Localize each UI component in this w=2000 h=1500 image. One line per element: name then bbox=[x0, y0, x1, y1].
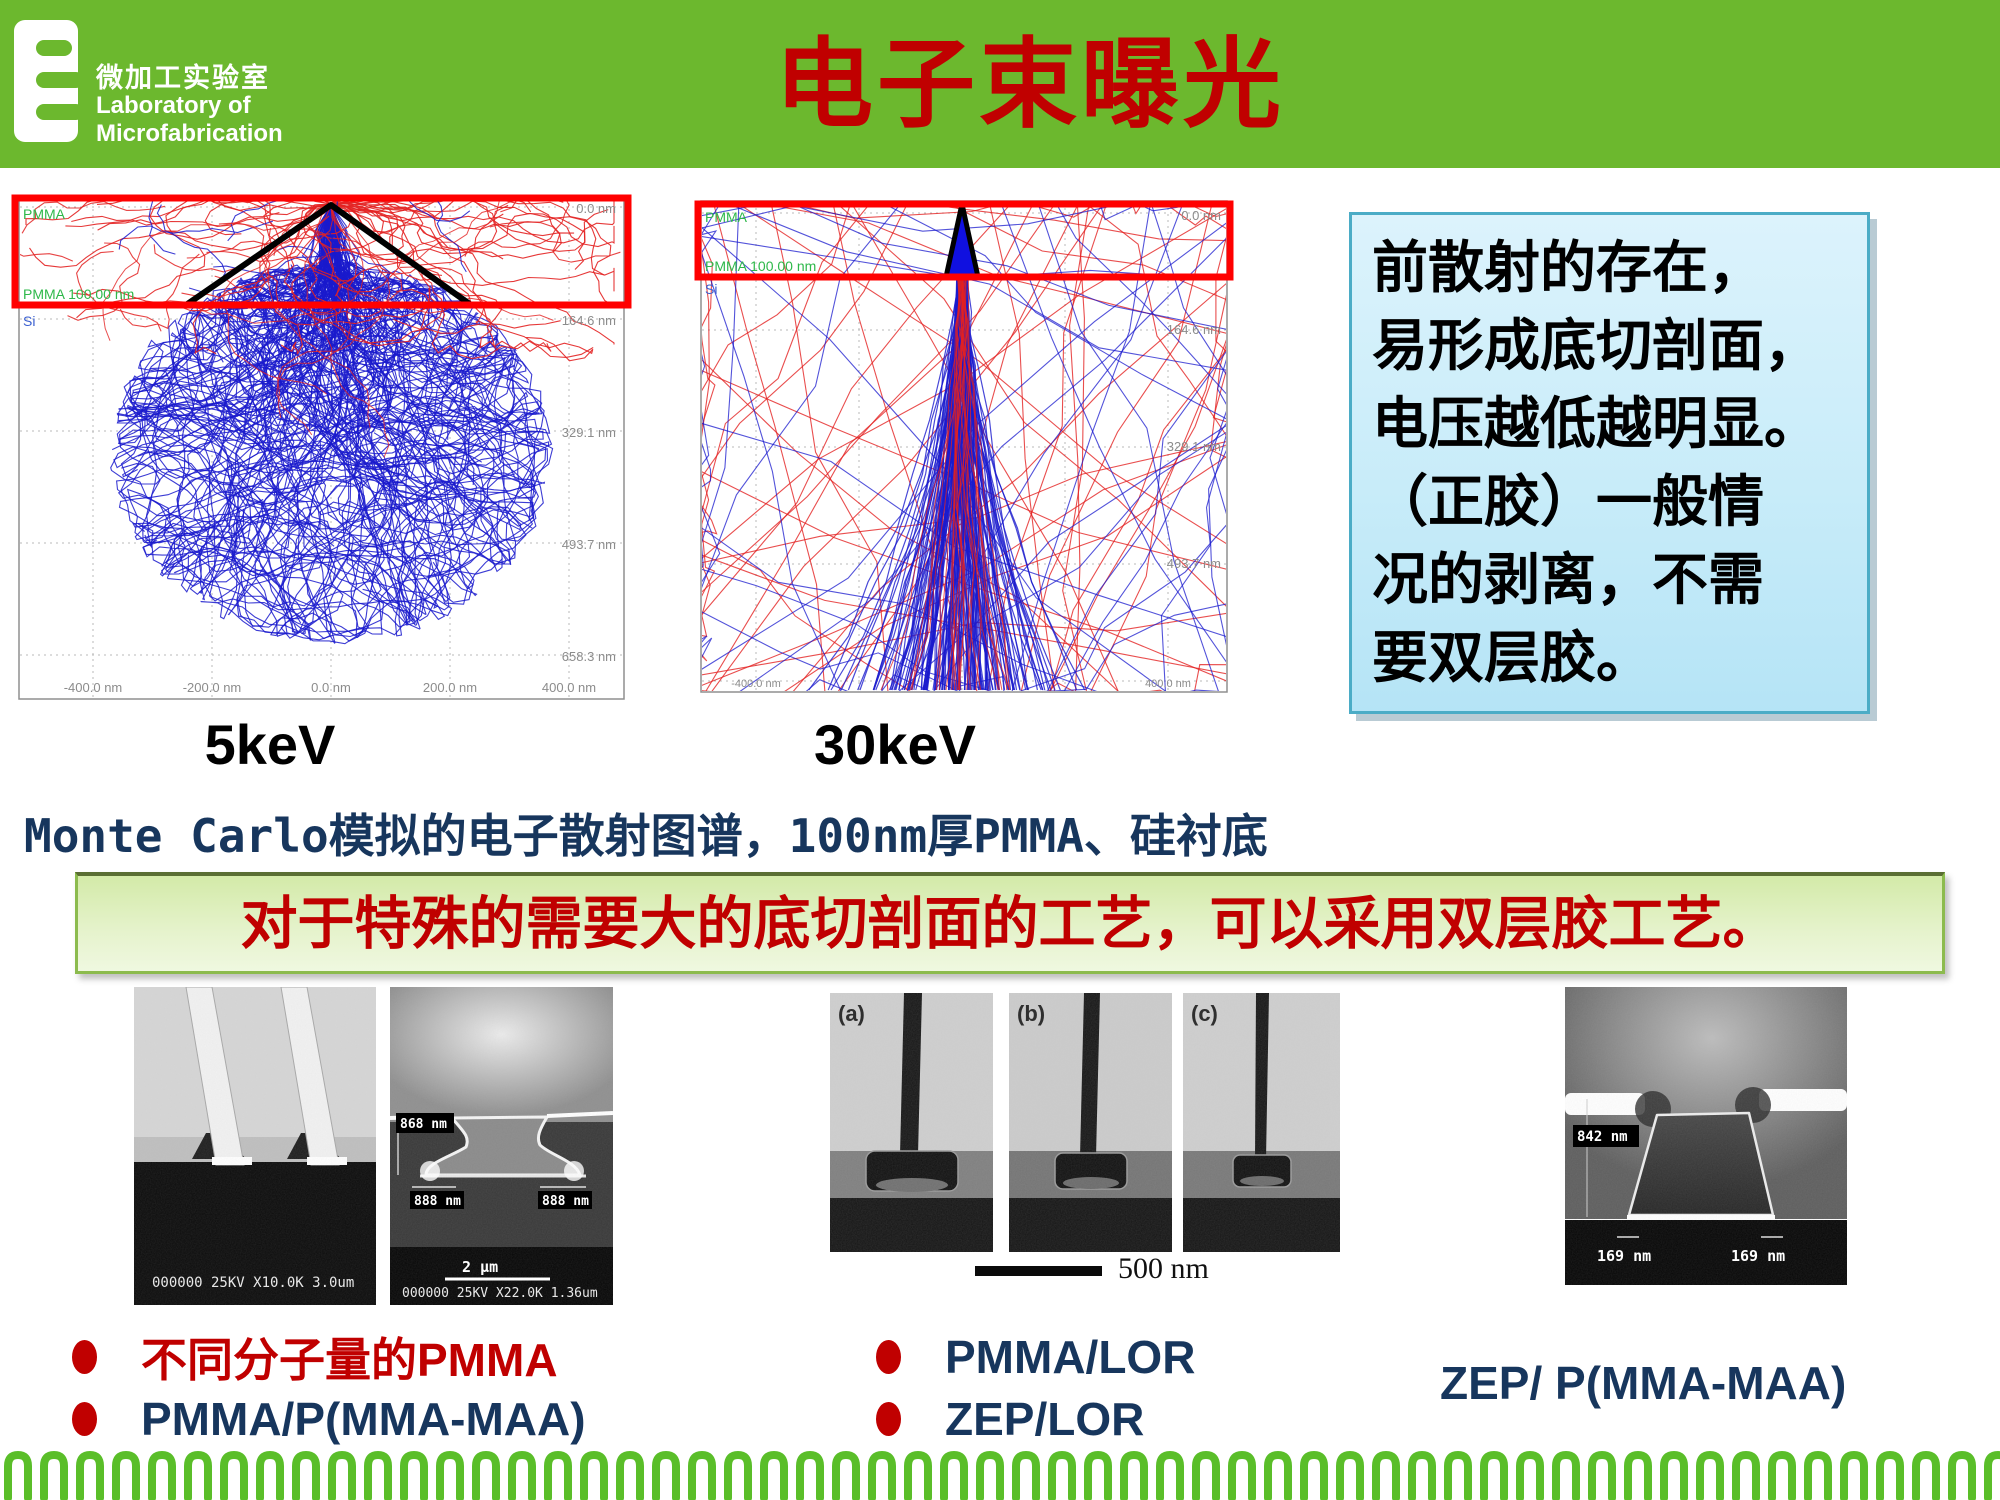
panel-label: (a) bbox=[838, 1001, 865, 1026]
si-label: Si bbox=[23, 313, 35, 329]
note-line: （正胶）一般情 bbox=[1372, 470, 1764, 533]
sem-height-label: 842 nm bbox=[1577, 1129, 1628, 1145]
bullet-icon bbox=[72, 1340, 97, 1374]
sem-width-label: 888 nm bbox=[542, 1194, 589, 1209]
bullet-list-middle: PMMA/LOR ZEP/LOR bbox=[876, 1328, 1195, 1452]
electron-trajectories bbox=[702, 202, 1226, 691]
note-line: 电压越低越明显。 bbox=[1372, 392, 1820, 455]
sem-metadata: 000000 25KV X22.0K 1.36um bbox=[402, 1286, 598, 1301]
list-item-label: ZEP/LOR bbox=[945, 1393, 1145, 1445]
note-line: 况的剥离，不需 bbox=[1372, 548, 1764, 611]
depth-tick: 0.0 nm bbox=[576, 201, 616, 216]
highlight-text: 对于特殊的需要大的底切剖面的工艺，可以采用双层胶工艺。 bbox=[240, 892, 1780, 956]
list-item: PMMA/P(MMA-MAA) bbox=[72, 1390, 586, 1448]
list-item: ZEP/LOR bbox=[876, 1390, 1195, 1448]
depth-tick: 658.3 nm bbox=[562, 649, 616, 664]
pmma-layer-highlight-box bbox=[11, 194, 632, 309]
sem-width-label: 169 nm bbox=[1597, 1247, 1651, 1265]
label-zep-pmma-maa: ZEP/ P(MMA-MAA) bbox=[1440, 1357, 1847, 1409]
scale-bar bbox=[975, 1266, 1102, 1276]
depth-tick: 329.1 nm bbox=[562, 425, 616, 440]
note-box: 前散射的存在， 易形成底切剖面， 电压越低越明显。 （正胶）一般情 况的剥离，不… bbox=[1349, 212, 1870, 714]
bullet-icon bbox=[876, 1402, 901, 1436]
x-tick: -200.0 nm bbox=[183, 680, 242, 695]
comb-border-decoration bbox=[0, 1448, 2000, 1500]
sem-width-label: 888 nm bbox=[414, 1194, 461, 1209]
x-tick: 0.0 nm bbox=[311, 680, 351, 695]
monte-carlo-5kev-plot: PMMA PMMA 100.00 nm Si 0.0 nm 164.6 nm 3… bbox=[11, 194, 632, 700]
depth-tick: 0.0 nm bbox=[1181, 208, 1221, 223]
x-tick: 400.0 nm bbox=[1145, 678, 1191, 690]
list-item-label: 不同分子量的PMMA bbox=[141, 1334, 558, 1386]
list-item: 不同分子量的PMMA bbox=[72, 1328, 586, 1386]
logo-text-cn: 微加工实验室 bbox=[96, 63, 270, 93]
sem-panel-a: (a) bbox=[830, 993, 993, 1252]
pmma-label: PMMA bbox=[705, 209, 748, 225]
pmma-thickness-label: PMMA 100.00 nm bbox=[705, 258, 816, 274]
scale-label: 500 nm bbox=[1118, 1252, 1209, 1285]
monte-carlo-30kev-plot: PMMA PMMA 100.00 nm Si 0.0 nm 164.6 nm 3… bbox=[694, 200, 1234, 693]
slide-title: 电子束曝光 bbox=[774, 29, 1285, 139]
depth-tick: 164.6 nm bbox=[562, 313, 616, 328]
sem-image-mushroom-undercut: 868 nm 888 nm 888 nm 2 μm 000000 25KV X2… bbox=[390, 987, 613, 1305]
sem-metadata: 000000 25KV X10.0K 3.0um bbox=[152, 1275, 354, 1291]
sem-height-label: 868 nm bbox=[400, 1117, 447, 1132]
note-line: 前散射的存在， bbox=[1372, 236, 1764, 299]
sem-image-pmma-lines: 000000 25KV X10.0K 3.0um bbox=[134, 987, 376, 1305]
si-label: Si bbox=[705, 281, 717, 297]
x-tick: -400.0 nm bbox=[64, 680, 123, 695]
highlight-box: 对于特殊的需要大的底切剖面的工艺，可以采用双层胶工艺。 bbox=[75, 872, 1945, 974]
list-item-label: PMMA/P(MMA-MAA) bbox=[141, 1393, 586, 1445]
pmma-thickness-label: PMMA 100.00 nm bbox=[23, 286, 134, 302]
sem-scale-label: 2 μm bbox=[462, 1258, 498, 1276]
logo-text-en2: Microfabrication bbox=[96, 120, 283, 147]
energy-label-5kev: 5keV bbox=[204, 713, 336, 776]
figure-caption: Monte Carlo模拟的电子散射图谱，100nm厚PMMA、硅衬底 bbox=[24, 809, 1268, 863]
sem-width-label: 169 nm bbox=[1731, 1247, 1785, 1265]
x-tick: 200.0 nm bbox=[423, 680, 477, 695]
header-banner bbox=[0, 0, 2000, 168]
panel-label: (b) bbox=[1017, 1001, 1045, 1026]
bullet-list-left: 不同分子量的PMMA PMMA/P(MMA-MAA) bbox=[72, 1328, 586, 1452]
x-tick: 400.0 nm bbox=[542, 680, 596, 695]
pmma-layer-highlight-box bbox=[694, 200, 1234, 281]
logo-text-en1: Laboratory of bbox=[96, 92, 251, 119]
list-item: PMMA/LOR bbox=[876, 1328, 1195, 1386]
depth-tick: 164.6 nm bbox=[1167, 322, 1221, 337]
lab-logo-icon bbox=[14, 20, 78, 142]
sem-panel-b: (b) bbox=[1009, 993, 1172, 1252]
depth-tick: 329.1 nm bbox=[1167, 439, 1221, 454]
depth-tick: 493.7 nm bbox=[562, 537, 616, 552]
energy-label-30kev: 30keV bbox=[814, 713, 976, 776]
x-tick: -400.0 nm bbox=[731, 678, 781, 690]
note-line: 易形成底切剖面， bbox=[1372, 314, 1820, 377]
note-line: 要双层胶。 bbox=[1372, 626, 1652, 689]
list-item-label: PMMA/LOR bbox=[945, 1331, 1196, 1383]
panel-label: (c) bbox=[1191, 1001, 1218, 1026]
sem-image-zep-undercut: 842 nm 169 nm 169 nm bbox=[1565, 987, 1847, 1285]
bullet-icon bbox=[72, 1402, 97, 1436]
sem-panel-c: (c) bbox=[1183, 993, 1340, 1252]
depth-tick: 493.7 nm bbox=[1167, 556, 1221, 571]
pmma-label: PMMA bbox=[23, 206, 66, 222]
bullet-icon bbox=[876, 1340, 901, 1374]
